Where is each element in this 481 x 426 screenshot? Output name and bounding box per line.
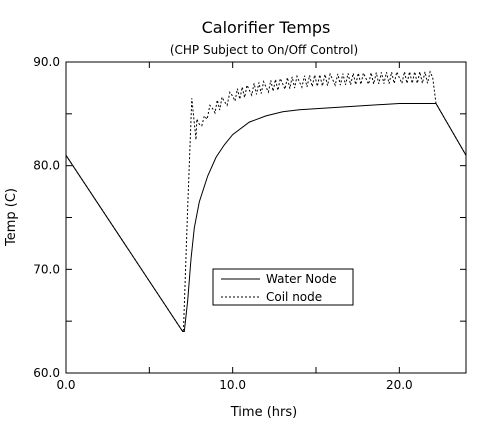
legend: Water Node Coil node xyxy=(212,268,354,306)
ticks-layer: 0.0 10.0 20.0 60.0 70.0 80.0 90.0 xyxy=(33,55,466,392)
x-axis-label: Time (hrs) xyxy=(230,405,297,420)
plot-frame xyxy=(65,61,467,374)
series-layer xyxy=(65,70,467,333)
y-tick-label: 70.0 xyxy=(33,262,60,276)
x-tick-label: 0.0 xyxy=(56,378,75,392)
series-line-water-node xyxy=(65,103,467,332)
x-tick-label: 10.0 xyxy=(219,378,246,392)
x-tick-label: 20.0 xyxy=(386,378,413,392)
legend-label-water-node: Water Node xyxy=(266,272,337,286)
legend-box xyxy=(212,268,354,306)
y-tick-label: 80.0 xyxy=(33,159,60,173)
chart-title: Calorifier Temps xyxy=(202,18,331,37)
y-tick-label: 90.0 xyxy=(33,55,60,69)
chart-subtitle: (CHP Subject to On/Off Control) xyxy=(170,43,358,57)
y-axis-label: Temp (C) xyxy=(4,188,19,247)
legend-label-coil-node: Coil node xyxy=(266,290,322,304)
series-line-coil-node xyxy=(65,70,467,333)
y-tick-label: 60.0 xyxy=(33,366,60,380)
